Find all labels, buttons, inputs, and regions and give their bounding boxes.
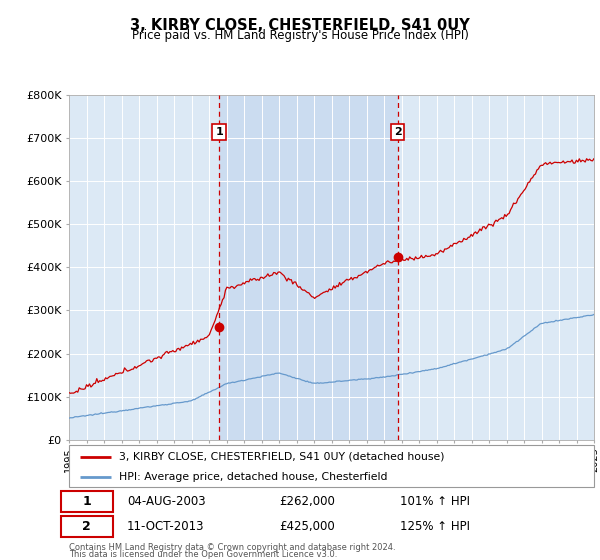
Text: 1: 1 xyxy=(82,495,91,508)
Text: 04-AUG-2003: 04-AUG-2003 xyxy=(127,495,205,508)
Text: 3, KIRBY CLOSE, CHESTERFIELD, S41 0UY (detached house): 3, KIRBY CLOSE, CHESTERFIELD, S41 0UY (d… xyxy=(119,452,445,462)
Text: 125% ↑ HPI: 125% ↑ HPI xyxy=(400,520,470,533)
Text: £425,000: £425,000 xyxy=(279,520,335,533)
Text: This data is licensed under the Open Government Licence v3.0.: This data is licensed under the Open Gov… xyxy=(69,550,337,559)
FancyBboxPatch shape xyxy=(61,492,113,512)
Text: Contains HM Land Registry data © Crown copyright and database right 2024.: Contains HM Land Registry data © Crown c… xyxy=(69,543,395,552)
FancyBboxPatch shape xyxy=(69,445,594,487)
Text: HPI: Average price, detached house, Chesterfield: HPI: Average price, detached house, Ches… xyxy=(119,472,388,482)
Text: 3, KIRBY CLOSE, CHESTERFIELD, S41 0UY: 3, KIRBY CLOSE, CHESTERFIELD, S41 0UY xyxy=(130,18,470,33)
Text: 11-OCT-2013: 11-OCT-2013 xyxy=(127,520,204,533)
Text: Price paid vs. HM Land Registry's House Price Index (HPI): Price paid vs. HM Land Registry's House … xyxy=(131,29,469,42)
FancyBboxPatch shape xyxy=(61,516,113,536)
Text: 2: 2 xyxy=(394,127,401,137)
Text: 1: 1 xyxy=(215,127,223,137)
Bar xyxy=(219,95,398,440)
Text: £262,000: £262,000 xyxy=(279,495,335,508)
Text: 2: 2 xyxy=(82,520,91,533)
Text: 101% ↑ HPI: 101% ↑ HPI xyxy=(400,495,470,508)
